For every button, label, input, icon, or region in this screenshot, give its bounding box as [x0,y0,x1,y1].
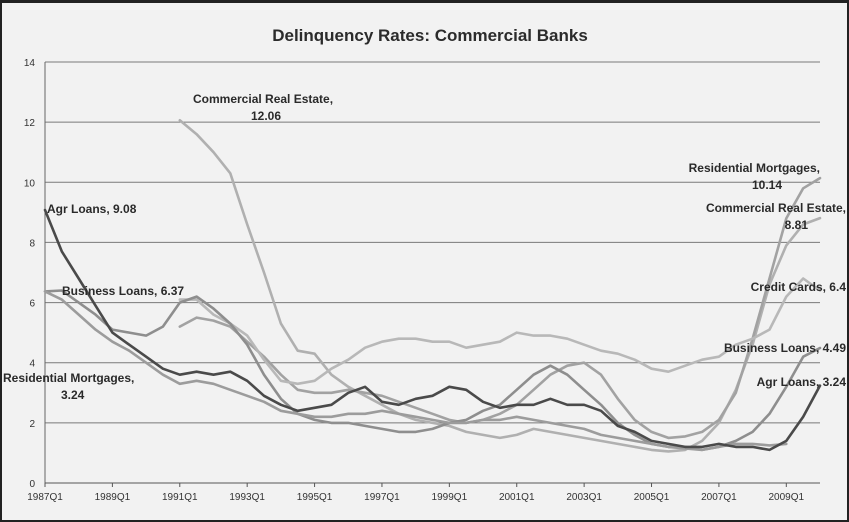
x-tick-label: 2003Q1 [566,492,602,503]
data-label: Credit Cards, 6.4 [751,280,847,294]
chart-title: Delinquency Rates: Commercial Banks [272,26,588,45]
y-tick-label: 12 [24,118,36,129]
x-tick-label: 1999Q1 [432,492,468,503]
y-tick-label: 10 [24,178,36,189]
series-line-resmort [178,176,822,440]
data-label: Business Loans, 6.37 [62,284,184,298]
axes: 0 2 4 6 8 10 12 14 1987Q1 1989Q1 1991Q1 1993Q1 1995Q… [24,58,820,503]
data-label: Agr Loans, 9.08 [47,202,137,216]
data-label: Commercial Real Estate, 12.06 [193,92,333,123]
x-tick-label: 1993Q1 [229,492,265,503]
y-tick-label: 2 [29,419,35,430]
data-label: Business Loans, 4.49 [724,341,846,355]
x-tick-label: 1995Q1 [297,492,333,503]
x-tick-label: 1987Q1 [27,492,63,503]
series-line-cc [178,277,822,386]
data-label: Residential Mortgages, 3.24 [3,371,134,402]
data-label: Commercial Real Estate, 8.81 [706,201,846,232]
series-line-cre [178,119,822,453]
data-label: Residential Mortgages, 10.14 [689,161,820,192]
y-tick-label: 4 [29,359,35,370]
x-tick-label: 2009Q1 [769,492,805,503]
x-tick-label: 1997Q1 [364,492,400,503]
y-tick-label: 0 [29,479,35,490]
data-label: Agr Loans, 3.24 [757,375,847,389]
series-line-agr [43,208,822,452]
x-tick-label: 2007Q1 [701,492,737,503]
y-tick-label: 14 [24,58,36,69]
x-tick-label: 1989Q1 [95,492,131,503]
series-lines [43,119,822,453]
x-tick-label: 1991Q1 [162,492,198,503]
y-tick-label: 6 [29,299,35,310]
series-line-res87 [43,290,788,452]
y-tick-label: 8 [29,238,35,249]
x-tick-label: 2001Q1 [499,492,535,503]
x-tick-label: 2005Q1 [634,492,670,503]
data-annotations: Commercial Real Estate, 12.06 Agr Loans, 9… [3,92,846,402]
series-line-bus [43,289,822,452]
